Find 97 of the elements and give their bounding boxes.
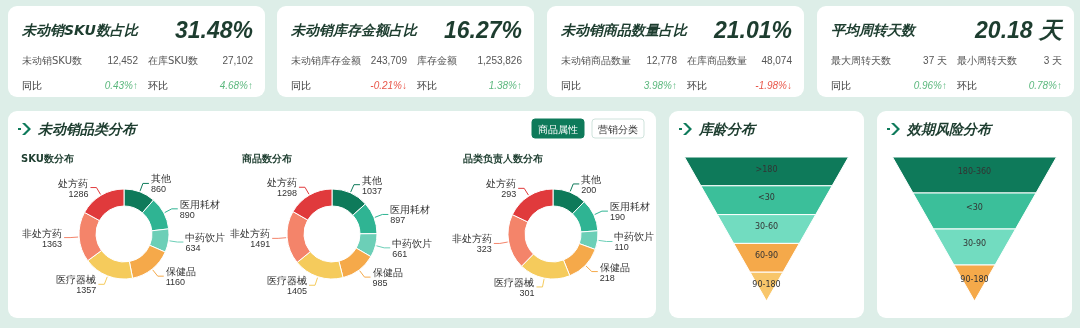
- data-label: 1491: [250, 239, 271, 250]
- text: 243,709: [370, 55, 408, 66]
- text: 21.01%: [712, 17, 792, 43]
- slice-label: 保健品: [599, 261, 630, 273]
- text: 未动销商品数量: [561, 55, 631, 66]
- text: 未动销库存金额: [291, 55, 361, 66]
- text: 4.68%↑: [219, 80, 253, 91]
- slice-label: 中药饮片: [392, 237, 433, 249]
- text: 48,074: [761, 55, 793, 66]
- data-label: 293: [501, 189, 517, 200]
- category-label: <30: [758, 193, 775, 203]
- data-label: 190: [609, 212, 625, 223]
- text: 环比: [417, 80, 437, 91]
- slice-label: 中药饮片: [185, 232, 226, 244]
- category-label: 30-90: [962, 239, 987, 249]
- category-label: >180: [755, 164, 778, 174]
- text: 未动销品类分布: [37, 121, 139, 137]
- text: 0.96%↑: [913, 80, 947, 91]
- text: 环比: [687, 80, 707, 91]
- slice-label: 医疗器械: [494, 276, 535, 288]
- data-label: 1405: [287, 286, 308, 297]
- text: 同比: [561, 80, 581, 91]
- slice-label: 保健品: [165, 266, 196, 278]
- slice-label: 非处方药: [22, 227, 63, 239]
- text: 12,452: [107, 55, 139, 66]
- slice-label: 非处方药: [230, 228, 271, 240]
- data-label: 1357: [76, 285, 97, 296]
- slice-label: 处方药: [58, 177, 89, 189]
- text: 最小周转天数: [957, 55, 1017, 66]
- text: 环比: [148, 80, 168, 91]
- text: 未动销库存金额占比: [290, 22, 419, 38]
- category-label: 180-360: [957, 167, 992, 177]
- text: 0.78%↑: [1028, 80, 1062, 91]
- category-label: <30: [966, 203, 983, 213]
- slice-label: 其他: [361, 174, 382, 186]
- text: 环比: [957, 80, 977, 91]
- text: 商品属性: [538, 123, 578, 135]
- text: 库龄分布: [698, 121, 758, 137]
- text: 同比: [831, 80, 851, 91]
- data-label: 1286: [68, 188, 89, 199]
- text: 27,102: [222, 55, 254, 66]
- data-label: 1160: [165, 277, 186, 288]
- text: -1.98%↓: [755, 80, 792, 91]
- data-label: 1298: [276, 188, 297, 199]
- slice-label: 处方药: [266, 177, 297, 189]
- text: 未动销SKU数占比: [21, 22, 140, 38]
- slice-label: 医疗器械: [267, 275, 308, 287]
- data-label: 200: [581, 184, 597, 195]
- slice-label: 中药饮片: [614, 231, 655, 243]
- data-label: 661: [392, 248, 408, 259]
- slice-label: 保健品: [372, 267, 403, 279]
- text: -0.21%↓: [370, 80, 407, 91]
- text: 1,253,826: [477, 55, 523, 66]
- chart-title: SKU数分布: [21, 153, 74, 164]
- text: 0.43%↑: [104, 80, 138, 91]
- slice-label: 非处方药: [451, 233, 492, 245]
- data-label: 1363: [42, 238, 63, 249]
- text: 未动销商品数量占比: [560, 22, 689, 38]
- text: 1.38%↑: [488, 80, 522, 91]
- text: 在库商品数量: [687, 55, 747, 66]
- text: 营销分类: [598, 123, 638, 135]
- slice-label: 医疗器械: [56, 274, 97, 286]
- data-label: 218: [599, 272, 615, 283]
- data-label: 897: [390, 215, 406, 226]
- slice-label: 医用耗材: [609, 201, 650, 213]
- text: 同比: [291, 80, 311, 91]
- text: 16.27%: [443, 17, 522, 43]
- chart-title: 品类负责人数分布: [463, 153, 543, 165]
- text: 37 天: [923, 55, 947, 66]
- text: 同比: [22, 80, 42, 91]
- slice-label: 医用耗材: [390, 204, 431, 216]
- text: 在库SKU数: [148, 55, 198, 66]
- slice-label: 医用耗材: [179, 198, 220, 210]
- text: 平均周转天数: [831, 22, 917, 38]
- text: 3.98%↑: [643, 80, 677, 91]
- text: 未动销SKU数: [22, 55, 82, 66]
- data-label: 301: [519, 287, 535, 298]
- category-label: 60-90: [754, 250, 779, 260]
- category-label: 30-60: [754, 222, 779, 232]
- text: 3 天: [1043, 55, 1062, 66]
- chart-title: 商品数分布: [241, 153, 292, 164]
- data-label: 110: [614, 242, 629, 253]
- slice-label: 其他: [150, 173, 171, 185]
- text: 库存金额: [417, 55, 457, 66]
- text: 12,778: [646, 55, 678, 66]
- slice-label: 处方药: [486, 178, 517, 190]
- data-label: 860: [150, 184, 166, 195]
- data-label: 634: [185, 243, 201, 254]
- data-label: 890: [179, 209, 195, 220]
- data-label: 985: [372, 278, 388, 289]
- text: 20.18 天: [974, 17, 1064, 43]
- text: 最大周转天数: [831, 55, 891, 66]
- text: 效期风险分布: [906, 121, 994, 137]
- text: 31.48%: [174, 17, 253, 43]
- data-label: 1037: [361, 185, 382, 196]
- data-label: 323: [476, 244, 492, 255]
- slice-label: 其他: [581, 173, 602, 185]
